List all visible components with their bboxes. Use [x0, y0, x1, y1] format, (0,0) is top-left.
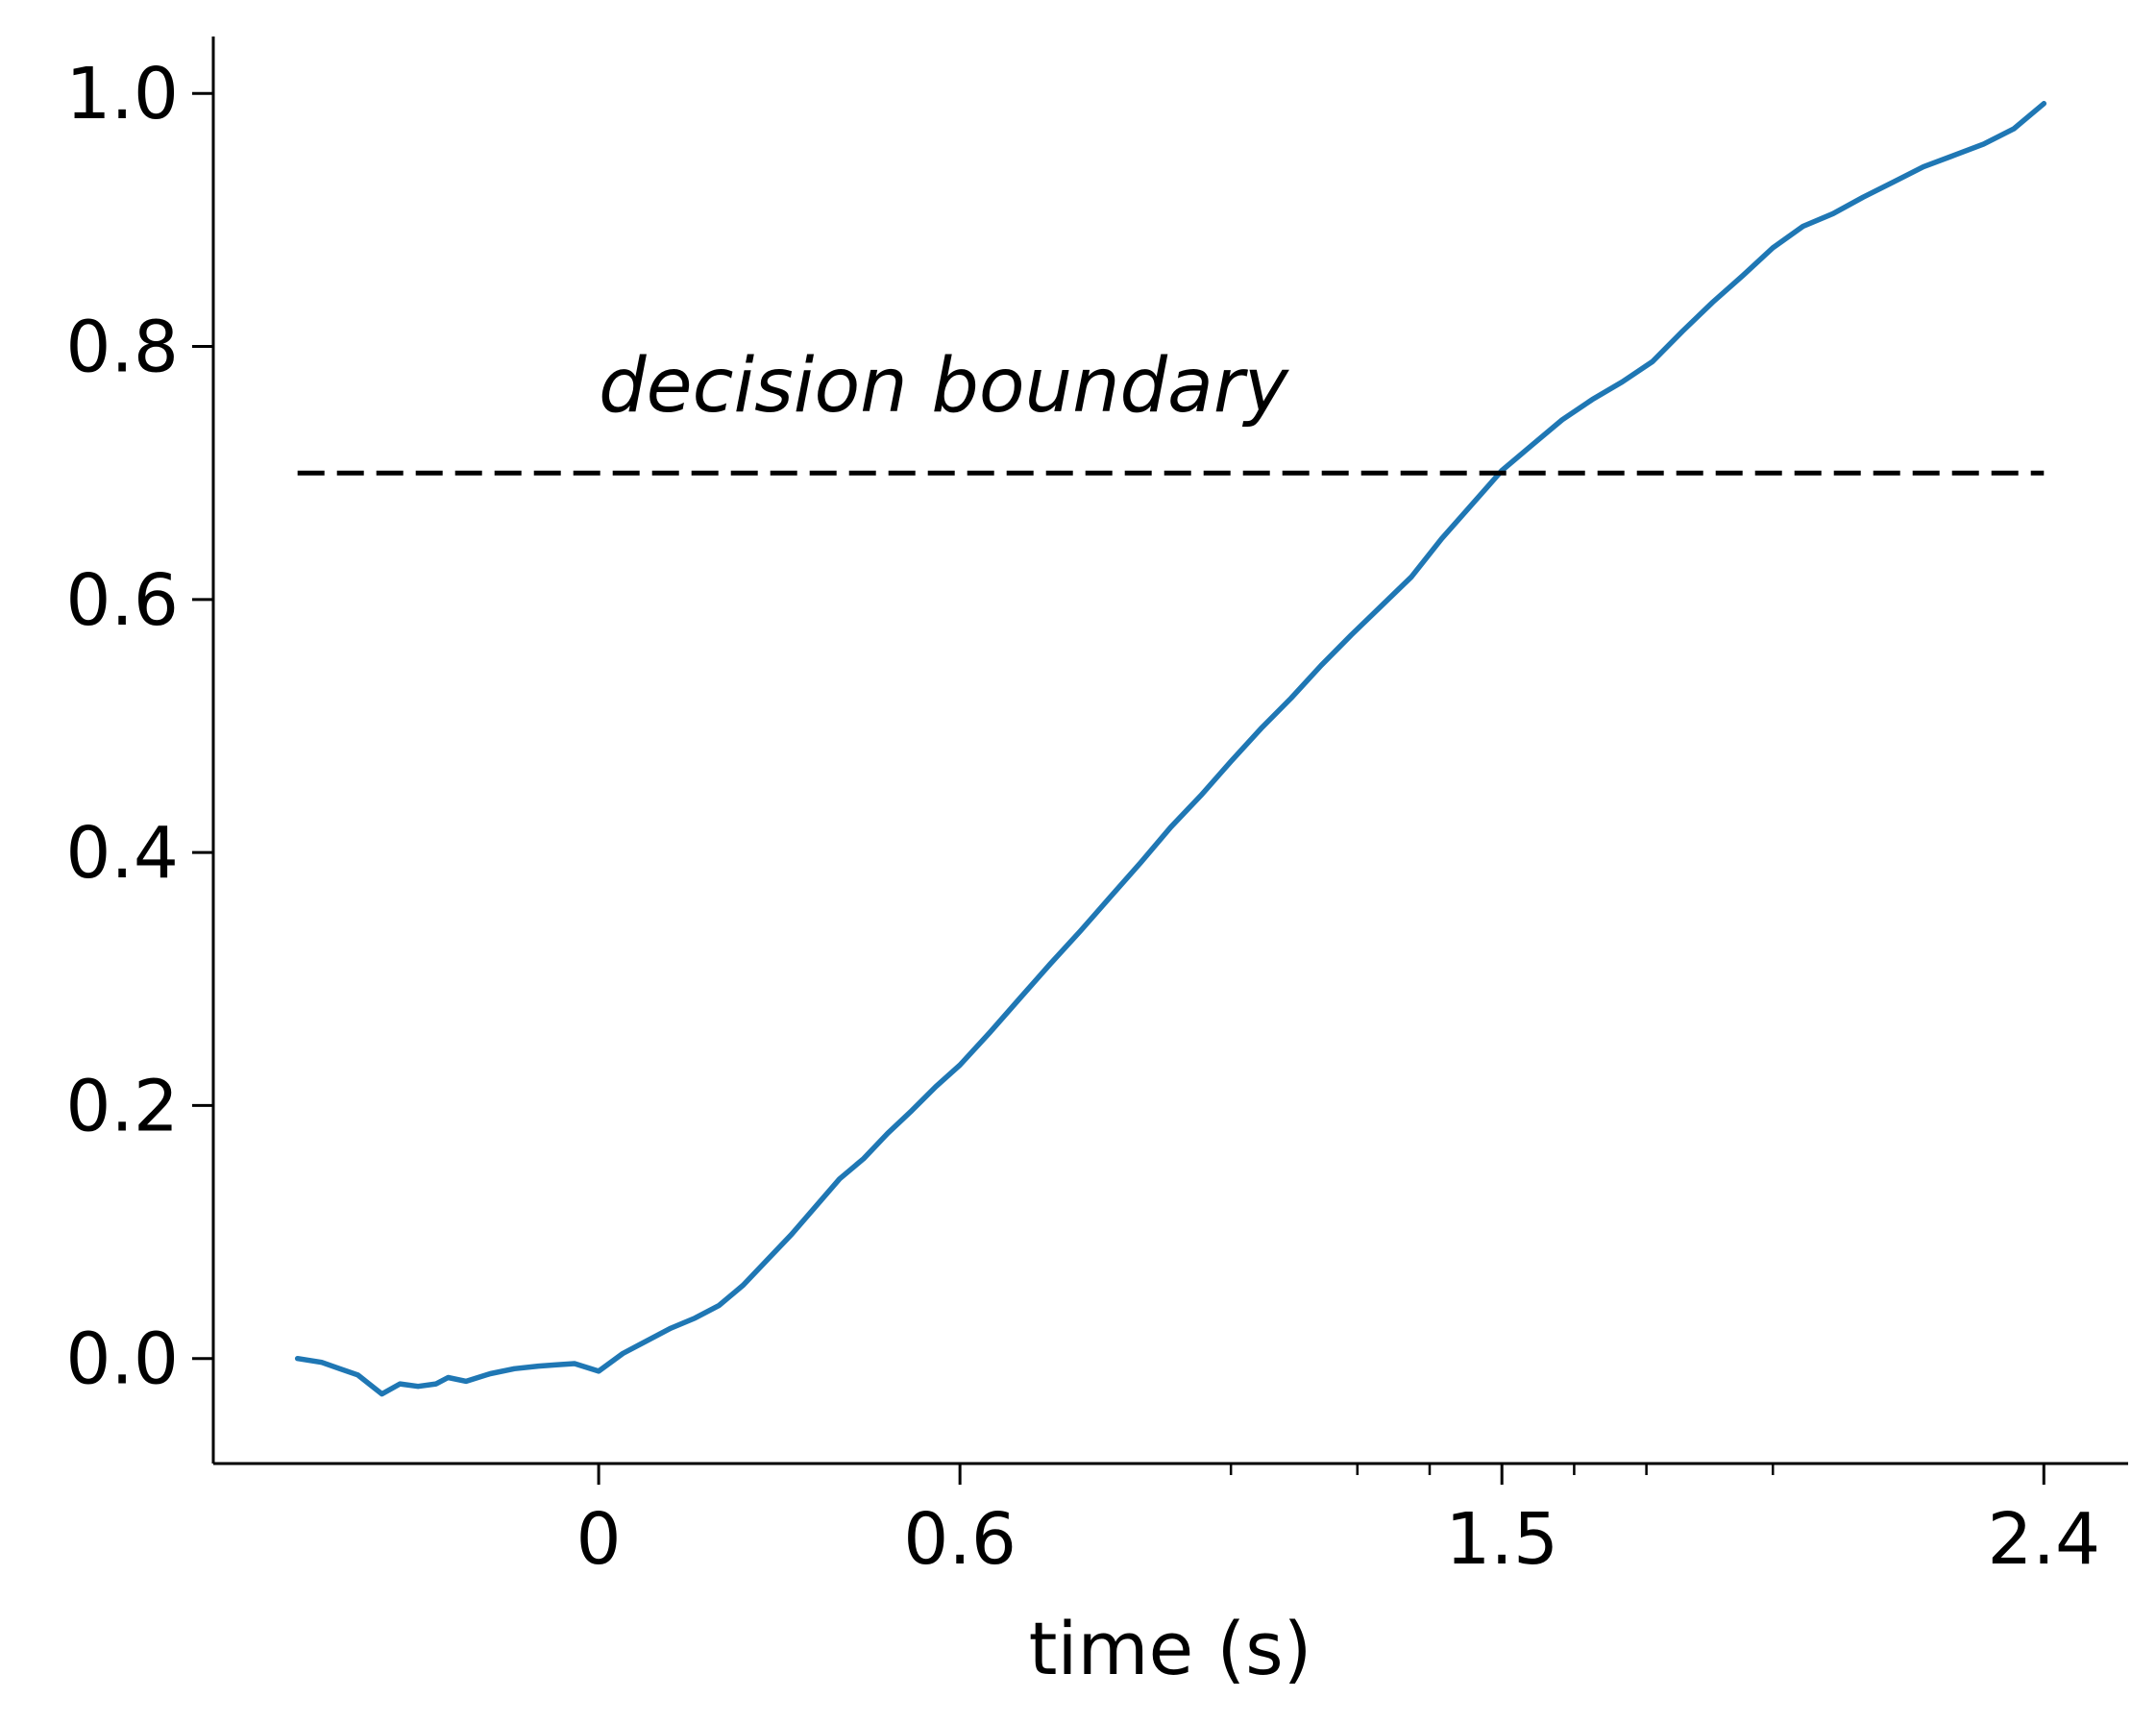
plot-area	[294, 101, 2047, 1397]
x-tick-label: 2.4	[1987, 1498, 2100, 1581]
y-tick-label: 0.4	[65, 812, 179, 895]
y-tick-label: 1.0	[65, 53, 179, 135]
decision-boundary-annotation: decision boundary	[599, 343, 1290, 430]
x-tick-label: 1.5	[1445, 1498, 1558, 1581]
y-tick-label: 0.8	[65, 307, 179, 389]
y-ticks: 0.0 0.2 0.4 0.6 0.8 1.0	[65, 53, 213, 1401]
x-ticks: 0 0.6 1.5 2.4	[576, 1464, 2100, 1581]
y-tick-label: 0.2	[65, 1065, 179, 1147]
accumulator-trace-line	[294, 101, 2047, 1397]
y-tick-label: 0.6	[65, 559, 179, 642]
axes	[211, 37, 2128, 1465]
x-tick-label: 0	[576, 1498, 622, 1581]
x-axis-label: time (s)	[1029, 1606, 1312, 1691]
x-tick-label: 0.6	[903, 1498, 1017, 1581]
y-tick-label: 0.0	[65, 1318, 179, 1401]
